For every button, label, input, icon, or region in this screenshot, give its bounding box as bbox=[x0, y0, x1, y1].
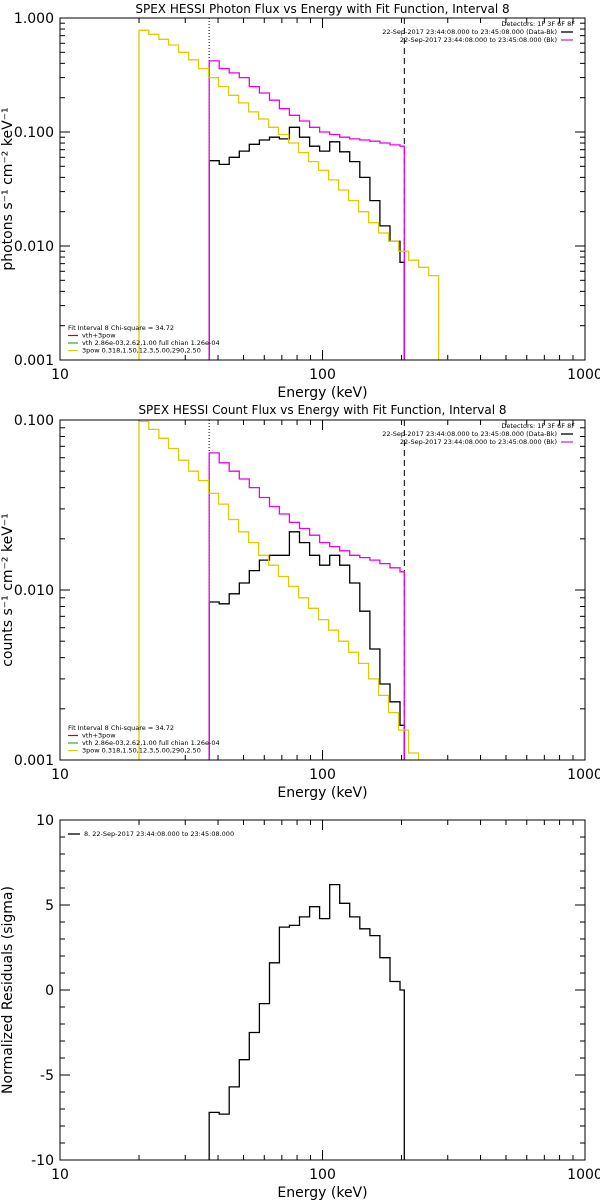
y-tick-label: -10 bbox=[31, 1153, 54, 1169]
y-tick-label: 0 bbox=[45, 983, 54, 999]
panel-2: SPEX HESSI Count Flux vs Energy with Fit… bbox=[0, 403, 600, 801]
series-3-line bbox=[138, 29, 449, 360]
series-1-line bbox=[208, 531, 405, 760]
y-tick-label: -5 bbox=[40, 1068, 54, 1084]
y-tick-label: 5 bbox=[45, 898, 54, 914]
y-axis-label: photons s⁻¹ cm⁻² keV⁻¹ bbox=[0, 107, 16, 270]
plot-frame bbox=[59, 17, 586, 361]
legend-entry: 22-Sep-2017 23:44:08.000 to 23:45:08.000… bbox=[382, 430, 557, 438]
y-axis-label: counts s⁻¹ cm⁻² keV⁻¹ bbox=[0, 513, 16, 667]
fit-legend-entry: vth 2.86e-03,2.62,1.00 full chian 1.26e-… bbox=[82, 339, 220, 347]
x-axis-label: Energy (keV) bbox=[277, 785, 367, 801]
fit-legend-entry: vth 2.86e-03,2.62,1.00 full chian 1.26e-… bbox=[82, 739, 220, 747]
legend-entry: 8. 22-Sep-2017 23:44:08.000 to 23:45:08.… bbox=[84, 830, 234, 838]
x-tick-label: 1000 bbox=[567, 1167, 600, 1183]
series-1-line bbox=[208, 883, 405, 1160]
fit-legend-header: Fit Interval 8 Chi-square = 34.72 bbox=[68, 324, 174, 332]
series-2-line bbox=[208, 452, 405, 760]
x-axis-label: Energy (keV) bbox=[277, 1185, 367, 1200]
fit-legend-entry: vth+3pow bbox=[82, 332, 116, 340]
x-tick-label: 1000 bbox=[567, 367, 600, 383]
panel-3: 10 100 1000 Energy (keV) -10 -5 0 5 10 Normalized… bbox=[0, 813, 600, 1200]
y-tick-label: 0.100 bbox=[14, 125, 54, 141]
legend-header: Detectors: 1F 3F 6F 8F bbox=[501, 422, 575, 430]
x-tick-label: 10 bbox=[51, 1167, 69, 1183]
fit-legend-header: Fit Interval 8 Chi-square = 34.72 bbox=[68, 724, 174, 732]
plot-frame bbox=[59, 419, 586, 761]
legend-entry: 22-Sep-2017 23:44:08.000 to 23:45:08.000… bbox=[400, 36, 557, 44]
y-tick-label: 0.001 bbox=[14, 353, 54, 369]
y-tick-label: 0.010 bbox=[14, 583, 54, 599]
fit-legend-entry: 3pow 0.318,1.50,12.3,5.00,290,2.50 bbox=[82, 747, 201, 755]
plot-frame bbox=[59, 819, 586, 1161]
series-3-line bbox=[138, 420, 420, 760]
x-tick-label: 1000 bbox=[567, 767, 600, 783]
series-2-line bbox=[208, 60, 405, 360]
y-tick-label: 0.010 bbox=[14, 239, 54, 255]
y-axis-label: Normalized Residuals (sigma) bbox=[0, 886, 16, 1094]
legend-header: Detectors: 1F 3F 6F 8F bbox=[501, 20, 575, 28]
chart-title: SPEX HESSI Count Flux vs Energy with Fit… bbox=[138, 403, 506, 417]
x-tick-label: 10 bbox=[51, 367, 69, 383]
fit-legend-entry: vth+3pow bbox=[82, 732, 116, 740]
legend-entry: 22-Sep-2017 23:44:08.000 to 23:45:08.000… bbox=[400, 438, 557, 446]
y-tick-label: 0.001 bbox=[14, 753, 54, 769]
fit-legend-entry: 3pow 0.318,1.50,12.3,5.00,290,2.50 bbox=[82, 347, 201, 355]
series-1-line bbox=[208, 126, 405, 360]
x-tick-label: 100 bbox=[309, 1167, 336, 1183]
y-tick-label: 0.100 bbox=[14, 413, 54, 429]
y-tick-label: 1.000 bbox=[14, 11, 54, 27]
chart-title: SPEX HESSI Photon Flux vs Energy with Fi… bbox=[135, 2, 509, 16]
x-tick-label: 100 bbox=[309, 767, 336, 783]
y-tick-label: 10 bbox=[36, 813, 54, 829]
x-tick-label: 10 bbox=[51, 767, 69, 783]
legend-entry: 22-Sep-2017 23:44:08.000 to 23:45:08.000… bbox=[382, 28, 557, 36]
panel-1: SPEX HESSI Photon Flux vs Energy with Fi… bbox=[0, 2, 600, 401]
x-tick-label: 100 bbox=[309, 367, 336, 383]
x-axis-label: Energy (keV) bbox=[277, 385, 367, 401]
